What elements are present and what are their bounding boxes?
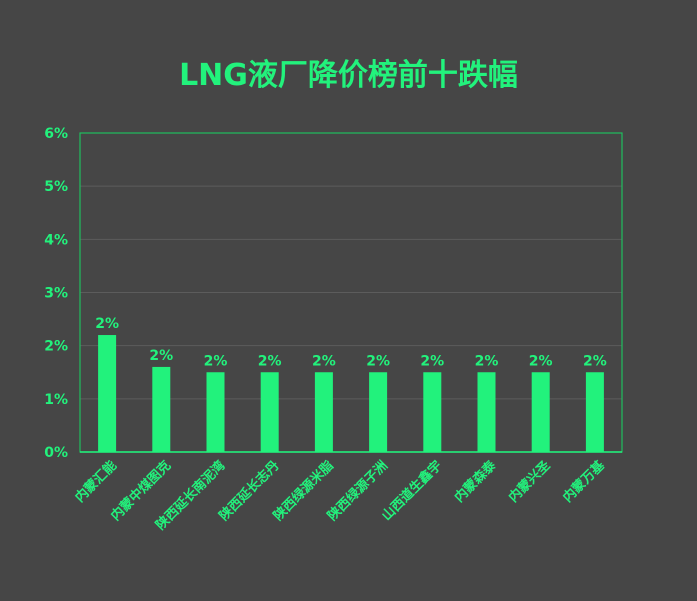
y-tick-label: 4% bbox=[44, 232, 68, 248]
bar bbox=[314, 372, 333, 452]
chart-title: LNG液厂降价榜前十跌幅 bbox=[179, 58, 518, 93]
data-label: 2% bbox=[312, 353, 336, 369]
bar bbox=[260, 372, 279, 452]
data-label: 2% bbox=[529, 353, 553, 369]
data-label: 2% bbox=[366, 353, 390, 369]
y-tick-label: 6% bbox=[44, 126, 68, 142]
data-label: 2% bbox=[583, 353, 607, 369]
bar bbox=[369, 372, 388, 452]
y-tick-label: 0% bbox=[44, 445, 68, 461]
y-tick-label: 3% bbox=[44, 286, 68, 302]
x-tick-label: 内蒙汇能 bbox=[72, 458, 120, 506]
bar bbox=[206, 372, 225, 452]
x-tick-label: 内蒙森泰 bbox=[451, 457, 500, 506]
data-label: 2% bbox=[420, 353, 444, 369]
data-label: 2% bbox=[258, 353, 282, 369]
bar bbox=[152, 366, 171, 452]
y-tick-label: 2% bbox=[44, 339, 68, 355]
bar bbox=[585, 372, 604, 452]
data-label: 2% bbox=[149, 348, 173, 364]
bar bbox=[531, 372, 550, 452]
x-tick-label: 内蒙兴圣 bbox=[505, 457, 554, 506]
bar bbox=[423, 372, 442, 452]
bar bbox=[98, 335, 117, 452]
bar bbox=[477, 372, 496, 452]
data-label: 2% bbox=[95, 316, 119, 332]
y-tick-label: 1% bbox=[44, 392, 68, 408]
data-label: 2% bbox=[475, 353, 499, 369]
data-label: 2% bbox=[204, 353, 228, 369]
x-tick-label: 内蒙万基 bbox=[560, 457, 609, 506]
y-tick-label: 5% bbox=[44, 179, 68, 195]
